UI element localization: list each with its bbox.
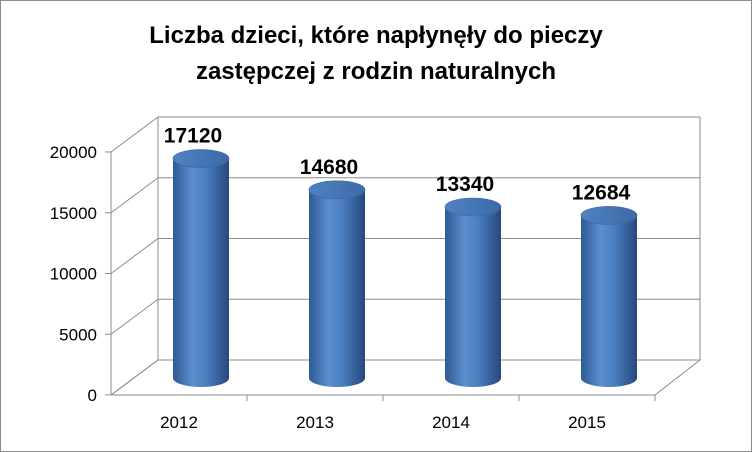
gridline-depth <box>110 177 159 214</box>
y-tick-label: 20000 <box>50 143 97 162</box>
x-tick-label: 2012 <box>160 413 198 432</box>
data-label: 13340 <box>436 173 494 196</box>
data-label: 14680 <box>300 156 358 179</box>
y-tick-label: 5000 <box>59 325 97 344</box>
y-tick-label: 0 <box>88 386 97 405</box>
bar-2012 <box>172 149 230 387</box>
chart-title: Liczba dzieci, które napłynęły do pieczy… <box>0 18 752 90</box>
bar-top <box>172 149 230 168</box>
bar-body <box>445 207 501 387</box>
y-tick-label: 10000 <box>50 265 97 284</box>
x-tick-label: 2015 <box>568 413 606 432</box>
bar-body <box>581 215 637 387</box>
gridline-depth <box>110 116 159 153</box>
data-label: 12684 <box>572 181 631 204</box>
bar-top <box>580 206 638 225</box>
x-tick-label: 2014 <box>432 413 470 432</box>
bar-top <box>308 180 366 200</box>
bar-body <box>173 158 229 387</box>
gridline-depth <box>110 238 159 274</box>
chart-title-line-2: zastępczej z rodzin naturalnych <box>195 58 557 85</box>
data-label: 17120 <box>164 125 222 148</box>
bar-2014 <box>444 197 502 387</box>
x-tick-label: 2013 <box>296 413 334 432</box>
gridline-depth <box>110 298 159 335</box>
bar-2013 <box>308 180 366 387</box>
gridline-depth <box>110 359 159 396</box>
bar-body <box>309 189 365 387</box>
bar-top <box>444 197 502 217</box>
bar-2015 <box>580 206 638 387</box>
chart-title-line-1: Liczba dzieci, które napłynęły do pieczy <box>149 22 603 49</box>
y-tick-label: 15000 <box>50 204 97 223</box>
